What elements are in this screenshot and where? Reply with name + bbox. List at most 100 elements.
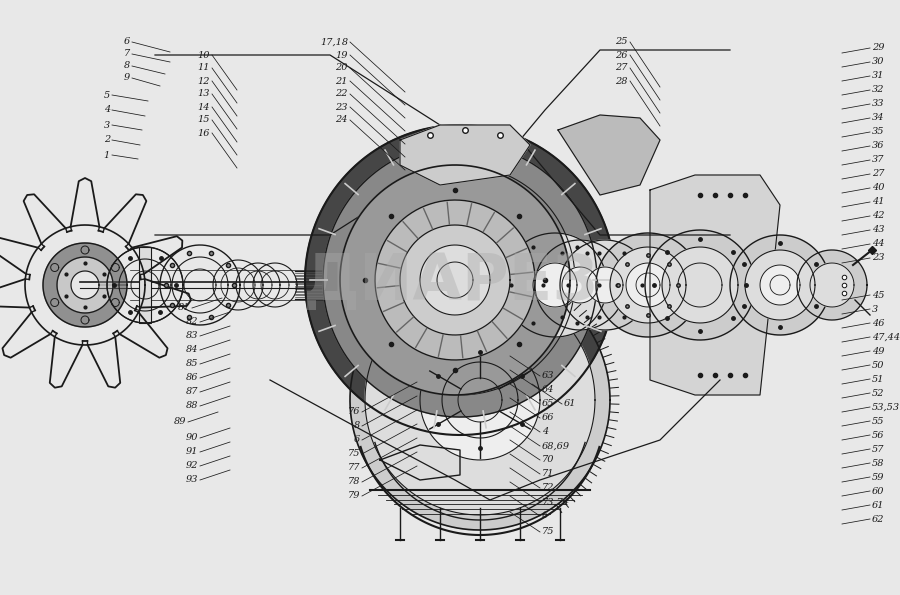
Text: 9: 9 [124, 74, 130, 83]
Text: ДИАРЕЗ: ДИАРЕЗ [302, 252, 598, 314]
Text: 50: 50 [872, 361, 885, 369]
Text: 42: 42 [872, 211, 885, 221]
Text: 58: 58 [872, 459, 885, 468]
Text: 73,74: 73,74 [542, 497, 570, 506]
Text: 62: 62 [872, 515, 885, 524]
Text: 76: 76 [347, 408, 360, 416]
Polygon shape [562, 267, 598, 303]
Polygon shape [760, 265, 800, 305]
Text: 78: 78 [347, 478, 360, 487]
Polygon shape [745, 250, 815, 320]
Polygon shape [662, 247, 738, 323]
Text: 75: 75 [542, 528, 554, 537]
Polygon shape [730, 235, 830, 335]
Polygon shape [626, 263, 670, 307]
Text: 55: 55 [872, 416, 885, 425]
Text: 5: 5 [104, 90, 110, 99]
Polygon shape [560, 240, 650, 330]
Text: 61: 61 [564, 399, 577, 409]
Text: 30: 30 [872, 58, 885, 67]
Text: 4: 4 [104, 105, 110, 114]
Text: 52: 52 [872, 389, 885, 397]
Polygon shape [375, 200, 535, 360]
Text: 7: 7 [124, 49, 130, 58]
Text: 27: 27 [616, 64, 628, 73]
Text: 8: 8 [124, 61, 130, 70]
Polygon shape [535, 240, 625, 330]
Text: 12: 12 [197, 77, 210, 86]
Polygon shape [365, 285, 595, 515]
Text: 88: 88 [185, 402, 198, 411]
Text: 63: 63 [542, 371, 554, 380]
Text: 35: 35 [872, 127, 885, 136]
Text: 85: 85 [185, 359, 198, 368]
Text: 31: 31 [872, 71, 885, 80]
Text: 19: 19 [336, 51, 348, 60]
Text: 15: 15 [197, 115, 210, 124]
Polygon shape [503, 233, 607, 337]
Text: 64: 64 [542, 386, 554, 394]
Text: 34: 34 [872, 114, 885, 123]
Text: 75: 75 [347, 449, 360, 459]
Text: 26: 26 [616, 51, 628, 60]
Text: 57: 57 [872, 444, 885, 453]
Text: 6: 6 [542, 512, 548, 521]
Text: 23: 23 [336, 102, 348, 111]
Text: 89: 89 [174, 418, 186, 427]
Text: 87: 87 [185, 387, 198, 396]
Text: 81: 81 [177, 303, 190, 312]
Text: 68,69: 68,69 [542, 441, 570, 450]
Text: 32: 32 [872, 86, 885, 95]
Polygon shape [533, 263, 577, 307]
Text: 61: 61 [872, 500, 885, 509]
Polygon shape [587, 267, 623, 303]
Text: 14: 14 [197, 102, 210, 111]
Polygon shape [596, 233, 700, 337]
Text: 33: 33 [872, 99, 885, 108]
Text: 6: 6 [354, 436, 360, 444]
Text: 66: 66 [542, 414, 554, 422]
Text: 44: 44 [872, 240, 885, 249]
Polygon shape [797, 250, 867, 320]
Text: 77: 77 [347, 464, 360, 472]
Text: 45: 45 [872, 290, 885, 299]
Polygon shape [305, 125, 615, 435]
Text: 28: 28 [616, 77, 628, 86]
Text: 23: 23 [872, 253, 885, 262]
Text: 41: 41 [872, 198, 885, 206]
Text: 3: 3 [872, 305, 878, 314]
Text: 56: 56 [872, 431, 885, 440]
Text: 49: 49 [872, 346, 885, 355]
Polygon shape [810, 263, 854, 307]
Text: 84: 84 [185, 346, 198, 355]
Text: 71: 71 [542, 469, 554, 478]
Text: 43: 43 [872, 226, 885, 234]
Polygon shape [650, 175, 780, 395]
Text: 46: 46 [872, 318, 885, 327]
Text: 3: 3 [104, 121, 110, 130]
Polygon shape [420, 340, 540, 460]
Text: 29: 29 [872, 43, 885, 52]
Text: 20: 20 [336, 64, 348, 73]
Text: 93: 93 [185, 475, 198, 484]
Polygon shape [323, 143, 597, 417]
Text: 36: 36 [872, 142, 885, 151]
Text: 59: 59 [872, 472, 885, 481]
Polygon shape [610, 247, 686, 323]
Polygon shape [43, 243, 127, 327]
Polygon shape [400, 125, 530, 185]
Text: 13: 13 [197, 89, 210, 99]
Polygon shape [400, 225, 510, 335]
Text: 91: 91 [185, 447, 198, 456]
Text: 51: 51 [872, 374, 885, 384]
Text: 25: 25 [616, 37, 628, 46]
Text: 47,44: 47,44 [872, 333, 900, 342]
Text: 82: 82 [185, 318, 198, 327]
Text: 86: 86 [185, 374, 198, 383]
Text: 10: 10 [197, 51, 210, 60]
Text: 1: 1 [104, 151, 110, 159]
Text: 60: 60 [872, 487, 885, 496]
Polygon shape [57, 257, 113, 313]
Text: 24: 24 [336, 115, 348, 124]
Text: 40: 40 [872, 183, 885, 193]
